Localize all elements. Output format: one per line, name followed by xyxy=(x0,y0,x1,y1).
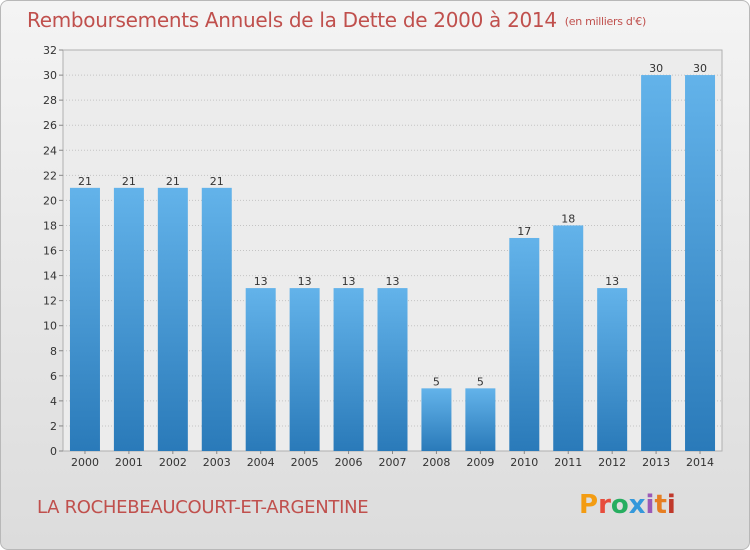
bar-labels: 21 21 21 21 13 13 13 13 5 5 17 18 13 30 30 xyxy=(78,62,707,388)
x-tick-label: 2014 xyxy=(686,456,714,469)
x-tick-label: 2003 xyxy=(203,456,231,469)
chart-title-text: Remboursements Annuels de la Dette de 20… xyxy=(27,8,557,32)
y-tick-label: 8 xyxy=(50,345,57,358)
y-tick-label: 24 xyxy=(43,144,57,157)
bar-2007 xyxy=(377,288,408,451)
y-tick-label: 0 xyxy=(50,445,57,458)
bar-2013 xyxy=(641,75,672,451)
chart-title: Remboursements Annuels de la Dette de 20… xyxy=(27,8,646,32)
y-tick-label: 22 xyxy=(43,169,57,182)
bar-2003 xyxy=(201,187,232,451)
logo-letter: r xyxy=(598,490,611,520)
bar-2001 xyxy=(113,187,144,451)
commune-name: LA ROCHEBEAUCOURT-ET-ARGENTINE xyxy=(37,497,369,518)
bar-2004 xyxy=(245,288,276,451)
y-tick-label: 16 xyxy=(43,245,57,258)
y-tick-label: 14 xyxy=(43,270,57,283)
x-tick-label: 2011 xyxy=(554,456,582,469)
logo-letter: P xyxy=(579,490,599,520)
y-tick-label: 6 xyxy=(50,370,57,383)
x-tick-label: 2009 xyxy=(466,456,494,469)
bar-value-label: 21 xyxy=(166,175,180,188)
y-tick-label: 32 xyxy=(43,44,57,57)
bar-value-label: 17 xyxy=(517,225,531,238)
bar-value-label: 13 xyxy=(605,275,619,288)
bars xyxy=(69,75,716,451)
x-tick-label: 2012 xyxy=(598,456,626,469)
x-tick-label: 2000 xyxy=(71,456,99,469)
x-tick-label: 2004 xyxy=(247,456,275,469)
x-tick-label: 2013 xyxy=(642,456,670,469)
x-axis-ticks: 2000 2001 2002 2003 2004 2005 2006 2007 2008 2009… xyxy=(71,451,714,469)
x-tick-label: 2006 xyxy=(335,456,363,469)
bar-value-label: 13 xyxy=(386,275,400,288)
bar-value-label: 30 xyxy=(693,62,707,75)
y-tick-label: 30 xyxy=(43,69,57,82)
bar-value-label: 21 xyxy=(210,175,224,188)
x-tick-label: 2007 xyxy=(379,456,407,469)
bar-value-label: 5 xyxy=(477,375,484,388)
bar-2006 xyxy=(333,288,364,451)
logo-letter: o xyxy=(610,490,629,520)
bar-2011 xyxy=(553,225,584,451)
bar-value-label: 21 xyxy=(122,175,136,188)
y-tick-label: 2 xyxy=(50,420,57,433)
bar-2008 xyxy=(421,388,452,451)
x-tick-label: 2008 xyxy=(422,456,450,469)
logo-letter: i xyxy=(645,490,655,520)
bar-2009 xyxy=(465,388,496,451)
x-tick-label: 2001 xyxy=(115,456,143,469)
bar-2014 xyxy=(685,75,716,451)
bar-value-label: 13 xyxy=(342,275,356,288)
x-tick-label: 2010 xyxy=(510,456,538,469)
y-tick-label: 20 xyxy=(43,194,57,207)
proxiti-logo[interactable]: Proxiti xyxy=(579,490,676,520)
chart-subtitle: (en milliers d'€) xyxy=(564,15,646,28)
logo-letter: t xyxy=(654,490,667,520)
bar-value-label: 18 xyxy=(561,212,575,225)
bar-2005 xyxy=(289,288,320,451)
bar-2012 xyxy=(597,288,628,451)
y-tick-label: 26 xyxy=(43,119,57,132)
bar-value-label: 13 xyxy=(298,275,312,288)
bar-value-label: 21 xyxy=(78,175,92,188)
logo-letter: x xyxy=(628,490,646,520)
bar-2002 xyxy=(157,187,188,451)
bar-2000 xyxy=(69,187,100,451)
logo-letter: i xyxy=(666,490,676,520)
y-tick-label: 4 xyxy=(50,395,57,408)
bar-value-label: 30 xyxy=(649,62,663,75)
y-tick-label: 12 xyxy=(43,295,57,308)
bar-value-label: 5 xyxy=(433,375,440,388)
x-tick-label: 2005 xyxy=(291,456,319,469)
bar-2010 xyxy=(509,237,540,451)
x-tick-label: 2002 xyxy=(159,456,187,469)
bar-value-label: 13 xyxy=(254,275,268,288)
y-tick-label: 18 xyxy=(43,219,57,232)
y-tick-label: 28 xyxy=(43,94,57,107)
y-tick-label: 10 xyxy=(43,320,57,333)
